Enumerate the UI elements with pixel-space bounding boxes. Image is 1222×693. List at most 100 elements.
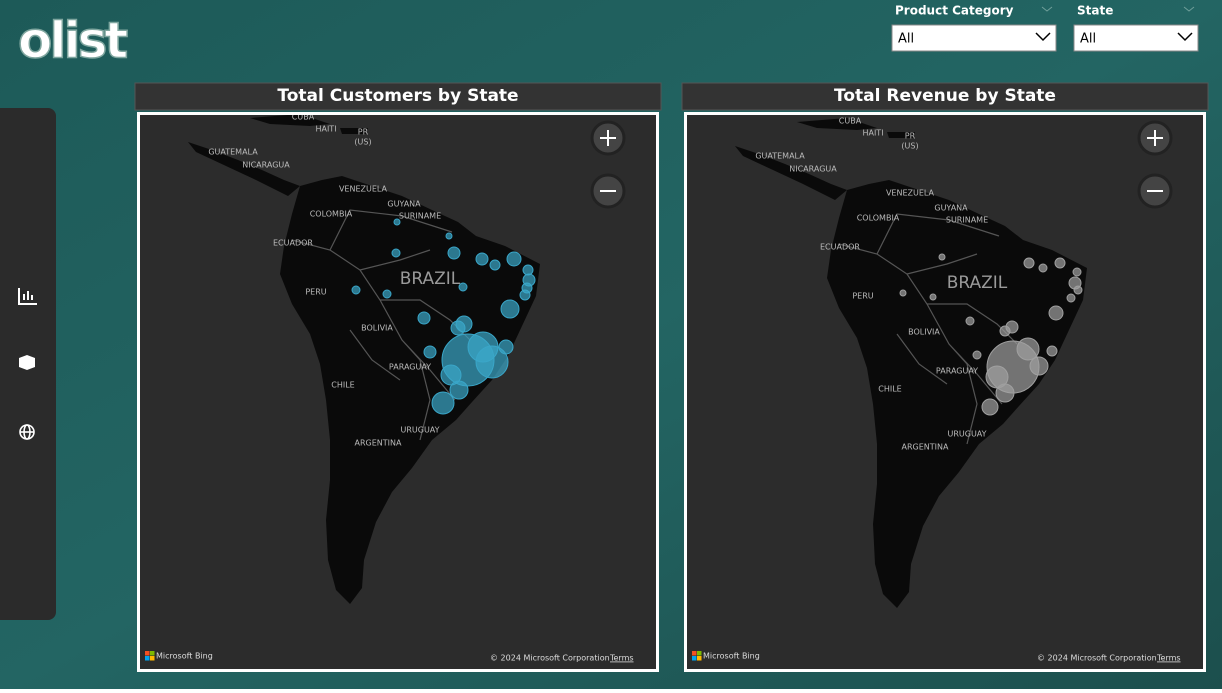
bubble[interactable] (522, 264, 534, 276)
bubble[interactable] (391, 248, 401, 258)
bing-logo (150, 651, 155, 656)
filter-collapse (1183, 6, 1195, 12)
map-label: VENEZUELA (339, 185, 388, 194)
map-label: URUGUAY (947, 430, 986, 439)
bubble[interactable] (938, 253, 946, 261)
filter-dropdown[interactable]: All (891, 24, 1057, 52)
map-label: CUBA (839, 117, 862, 126)
bing-logo (692, 651, 697, 656)
map-label: PR (905, 132, 916, 141)
bubble[interactable] (475, 345, 509, 379)
logo: olist (18, 12, 127, 70)
dropdown-box (1073, 24, 1199, 52)
bing-logo (697, 656, 702, 661)
map-label: GUYANA (387, 200, 421, 209)
bubble[interactable] (1046, 345, 1058, 357)
map-provider: Microsoft Bing (156, 652, 213, 661)
bing-logo (145, 651, 150, 656)
zoom-glyph (1147, 130, 1163, 146)
map-label: PARAGUAY (389, 363, 431, 372)
borders (838, 213, 1018, 445)
bubble[interactable] (1066, 293, 1076, 303)
bubble[interactable] (1016, 337, 1040, 361)
bubble[interactable] (506, 251, 522, 267)
bubble[interactable] (445, 232, 453, 240)
map-label: GUATEMALA (755, 152, 805, 161)
map-terms[interactable]: Terms (609, 654, 634, 663)
bubble[interactable] (431, 391, 455, 415)
bing-logo (697, 651, 702, 656)
zoom-out[interactable] (590, 173, 626, 209)
map-label: BOLIVIA (361, 324, 393, 333)
bubble[interactable] (498, 339, 514, 355)
map-label: BRAZIL (947, 273, 1008, 293)
map-label: URUGUAY (400, 426, 439, 435)
map-label: PR (358, 128, 369, 137)
map-label: MEXICO (704, 108, 736, 117)
bubble[interactable] (382, 289, 392, 299)
bubble[interactable] (995, 383, 1015, 403)
dropdown-arrow (1177, 32, 1193, 42)
bubble[interactable] (450, 320, 466, 336)
map-label: NICARAGUA (242, 161, 290, 170)
filter-dropdown[interactable]: All (1073, 24, 1199, 52)
bubble[interactable] (351, 285, 361, 295)
bubble[interactable] (475, 252, 489, 266)
map-label: COLOMBIA (857, 214, 900, 223)
bing-logo (145, 656, 150, 661)
map-provider: Microsoft Bing (703, 652, 760, 661)
bubble[interactable] (929, 293, 937, 301)
map-label: SURINAME (946, 216, 988, 225)
nav-globe-icon[interactable] (19, 424, 35, 440)
bubble[interactable] (489, 259, 501, 271)
map-label: ECUADOR (273, 239, 313, 248)
dropdown-box (891, 24, 1057, 52)
map-label: ECUADOR (820, 243, 860, 252)
bubble[interactable] (447, 246, 461, 260)
map-label: PERU (852, 292, 873, 301)
map-terms[interactable]: Terms (1156, 654, 1181, 663)
bubble[interactable] (449, 380, 469, 400)
map-copyright: © 2024 Microsoft Corporation (490, 654, 610, 663)
map-label: PERU (305, 288, 326, 297)
bubble[interactable] (965, 316, 975, 326)
panel-header (681, 82, 1209, 111)
map-label: (US) (354, 138, 371, 147)
map-label: BRAZIL (400, 269, 461, 289)
bubble[interactable] (1048, 305, 1064, 321)
bubble[interactable] (1038, 263, 1048, 273)
nav-report-icon[interactable] (18, 288, 37, 305)
map-label: COLOMBIA (310, 210, 353, 219)
zoom-in[interactable] (590, 120, 626, 156)
bubble[interactable] (899, 289, 907, 297)
bubble[interactable] (1023, 257, 1035, 269)
bubble[interactable] (999, 325, 1011, 337)
bubble[interactable] (423, 345, 437, 359)
landmass (735, 118, 1087, 608)
map-label: HAITI (862, 129, 883, 138)
bubble[interactable] (500, 299, 520, 319)
zoom-glyph (600, 130, 616, 146)
bubble[interactable] (458, 282, 468, 292)
bubble[interactable] (1054, 257, 1066, 269)
zoom-in[interactable] (1137, 120, 1173, 156)
nav-product-icon[interactable] (19, 355, 35, 370)
bubble[interactable] (393, 218, 401, 226)
bubble[interactable] (981, 398, 999, 416)
bubble[interactable] (417, 311, 431, 325)
bing-logo (150, 656, 155, 661)
bubble[interactable] (1072, 267, 1082, 277)
bubble[interactable] (972, 350, 982, 360)
filter-label: State (1077, 4, 1113, 18)
dropdown-value: All (1080, 32, 1096, 47)
bubble[interactable] (519, 289, 531, 301)
zoom-out[interactable] (1137, 173, 1173, 209)
bubble[interactable] (1029, 356, 1049, 376)
map-label: PARAGUAY (936, 367, 978, 376)
bubble[interactable] (1073, 285, 1083, 295)
map-label: NICARAGUA (789, 165, 837, 174)
dropdown-arrow (1035, 32, 1051, 42)
